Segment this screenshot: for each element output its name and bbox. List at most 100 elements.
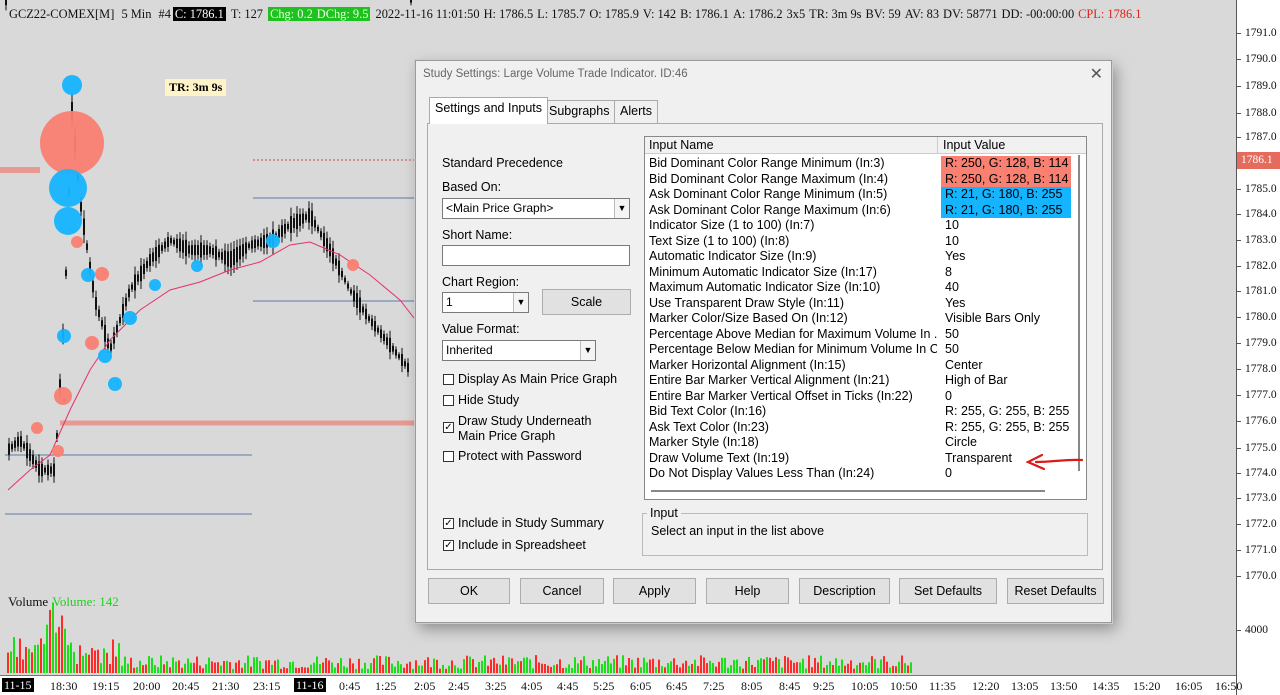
chart-region-value: 1 xyxy=(446,295,453,309)
candle-body xyxy=(29,449,31,461)
hide-study-checkbox[interactable] xyxy=(443,395,454,406)
input-value[interactable]: Circle xyxy=(945,435,977,449)
include-in-spreadsheet-checkbox[interactable]: ✓ xyxy=(443,540,454,551)
input-value[interactable]: 10 xyxy=(945,218,959,232)
input-value[interactable]: 50 xyxy=(945,326,959,341)
candle-body xyxy=(326,238,328,252)
tab-subgraphs[interactable]: Subgraphs xyxy=(543,100,616,123)
draw-study-underneath-checkbox[interactable]: ✓ xyxy=(443,422,454,433)
input-value[interactable]: R: 21, G: 180, B: 255 xyxy=(941,187,1071,203)
input-value[interactable]: 40 xyxy=(945,280,959,294)
set-defaults-button[interactable]: Set Defaults xyxy=(899,578,997,604)
grid-vertical-scrollbar[interactable] xyxy=(1073,155,1086,499)
input-row[interactable]: Percentage Above Median for Maximum Volu… xyxy=(645,327,1072,343)
candle-body xyxy=(341,270,343,278)
input-row[interactable]: Marker Style (In:18) Circle xyxy=(645,435,1072,451)
scale-button[interactable]: Scale xyxy=(542,289,631,315)
input-row[interactable]: Bid Text Color (In:16) R: 255, G: 255, B:… xyxy=(645,404,1072,420)
candle-body xyxy=(170,237,172,244)
input-row[interactable]: Ask Text Color (In:23) R: 255, G: 255, B:… xyxy=(645,420,1072,436)
input-name-header[interactable]: Input Name xyxy=(645,137,938,154)
close-value: C: 1786.1 xyxy=(172,7,226,21)
input-value[interactable]: Yes xyxy=(945,249,966,263)
input-row[interactable]: Minimum Automatic Indicator Size (In:17)… xyxy=(645,265,1072,281)
grid-horizontal-scrollbar[interactable] xyxy=(651,490,1045,492)
volume-bar xyxy=(688,665,690,673)
input-value[interactable]: 0 xyxy=(945,466,952,480)
close-icon[interactable]: ✕ xyxy=(1089,66,1103,83)
input-row[interactable]: Percentage Below Median for Minimum Volu… xyxy=(645,342,1072,358)
include-in-study-summary-checkbox[interactable]: ✓ xyxy=(443,518,454,529)
chart-region-select[interactable]: 1 ▼ xyxy=(442,292,529,313)
input-row[interactable]: Bid Dominant Color Range Minimum (In:3) R… xyxy=(645,156,1072,172)
candle-body xyxy=(239,245,241,260)
input-value[interactable]: 50 xyxy=(945,342,959,356)
scrollbar-thumb[interactable] xyxy=(1078,155,1080,471)
input-row[interactable]: Text Size (1 to 100) (In:8) 10 xyxy=(645,234,1072,250)
candle-body xyxy=(26,442,28,459)
time-axis[interactable]: 11-15 18:30 19:15 20:00 20:45 21:30 23:15 11-16… xyxy=(0,675,1242,695)
candle-body xyxy=(164,241,166,249)
input-row[interactable]: Maximum Automatic Indicator Size (In:10)… xyxy=(645,280,1072,296)
help-button[interactable]: Help xyxy=(706,578,789,604)
time-tick: 10:50 xyxy=(890,679,918,693)
display-as-main-price-graph-checkbox[interactable] xyxy=(443,374,454,385)
input-value[interactable]: 8 xyxy=(945,264,952,279)
input-row[interactable]: Ask Dominant Color Range Minimum (In:5) R… xyxy=(645,187,1072,203)
input-value[interactable]: R: 21, G: 180, B: 255 xyxy=(941,202,1071,218)
reset-defaults-button[interactable]: Reset Defaults xyxy=(1007,578,1104,604)
input-row[interactable]: Bid Dominant Color Range Maximum (In:4) R… xyxy=(645,171,1072,187)
input-row[interactable]: Entire Bar Marker Vertical Alignment (In… xyxy=(645,373,1072,389)
volume-bar xyxy=(328,660,330,673)
value-format-select[interactable]: Inherited ▼ xyxy=(442,340,596,361)
volume-bar xyxy=(640,667,642,673)
candle-body xyxy=(386,337,388,346)
based-on-label: Based On: xyxy=(442,180,502,194)
input-row[interactable]: Ask Dominant Color Range Maximum (In:6) R… xyxy=(645,202,1072,218)
price-tick: 1780.0 xyxy=(1237,311,1280,323)
input-row[interactable]: Automatic Indicator Size (In:9) Yes xyxy=(645,249,1072,265)
input-row[interactable]: Use Transparent Draw Style (In:11) Yes xyxy=(645,296,1072,312)
short-name-input[interactable] xyxy=(442,245,630,266)
volume-bar xyxy=(682,663,684,673)
inputs-grid[interactable]: Input Name Input Value Bid Dominant Colo… xyxy=(644,136,1087,500)
input-value[interactable]: R: 255, G: 255, B: 255 xyxy=(945,404,1070,418)
input-row[interactable]: Marker Horizontal Alignment (In:15) Cente… xyxy=(645,358,1072,374)
based-on-select[interactable]: <Main Price Graph> ▼ xyxy=(442,198,630,219)
ok-button[interactable]: OK xyxy=(428,578,510,604)
volume-bar xyxy=(304,667,306,673)
tab-settings-and-inputs[interactable]: Settings and Inputs xyxy=(429,97,549,124)
input-value[interactable]: R: 250, G: 128, B: 114 xyxy=(941,171,1071,187)
cancel-button[interactable]: Cancel xyxy=(520,578,604,604)
volume-bar xyxy=(322,662,324,673)
volume-bar xyxy=(481,660,483,673)
description-button[interactable]: Description xyxy=(799,578,890,604)
input-name: Minimum Automatic Indicator Size (In:17) xyxy=(649,264,877,279)
volume-bar xyxy=(214,662,216,673)
input-row[interactable]: Entire Bar Marker Vertical Offset in Tic… xyxy=(645,389,1072,405)
input-row[interactable]: Draw Volume Text (In:19) Transparent xyxy=(645,451,1072,467)
volume-bar xyxy=(166,661,168,673)
ask-volume-marker xyxy=(123,311,137,325)
input-value-header[interactable]: Input Value xyxy=(943,138,1006,152)
input-row[interactable]: Do Not Display Values Less Than (In:24) 0 xyxy=(645,466,1072,482)
candle-body xyxy=(353,290,355,302)
input-value[interactable]: 0 xyxy=(945,388,952,403)
input-value[interactable]: High of Bar xyxy=(945,373,1008,387)
input-value[interactable]: R: 255, G: 255, B: 255 xyxy=(945,419,1070,434)
input-value[interactable]: R: 250, G: 128, B: 114 xyxy=(941,156,1071,172)
candle-body xyxy=(50,466,52,474)
price-axis[interactable]: 1791.01790.01789.01788.01787.01786.01785… xyxy=(1236,0,1280,695)
input-value[interactable]: Center xyxy=(945,357,983,372)
tab-alerts[interactable]: Alerts xyxy=(614,100,658,123)
input-row[interactable]: Marker Color/Size Based On (In:12) Visibl… xyxy=(645,311,1072,327)
input-value[interactable]: 10 xyxy=(945,233,959,248)
input-value[interactable]: Yes xyxy=(945,295,966,310)
input-value[interactable]: Visible Bars Only xyxy=(945,311,1040,325)
input-row[interactable]: Indicator Size (1 to 100) (In:7) 10 xyxy=(645,218,1072,234)
input-value[interactable]: Transparent xyxy=(945,450,1012,465)
candle-body xyxy=(404,361,406,367)
apply-button[interactable]: Apply xyxy=(613,578,696,604)
candle-body xyxy=(320,231,322,238)
protect-with-password-checkbox[interactable] xyxy=(443,451,454,462)
